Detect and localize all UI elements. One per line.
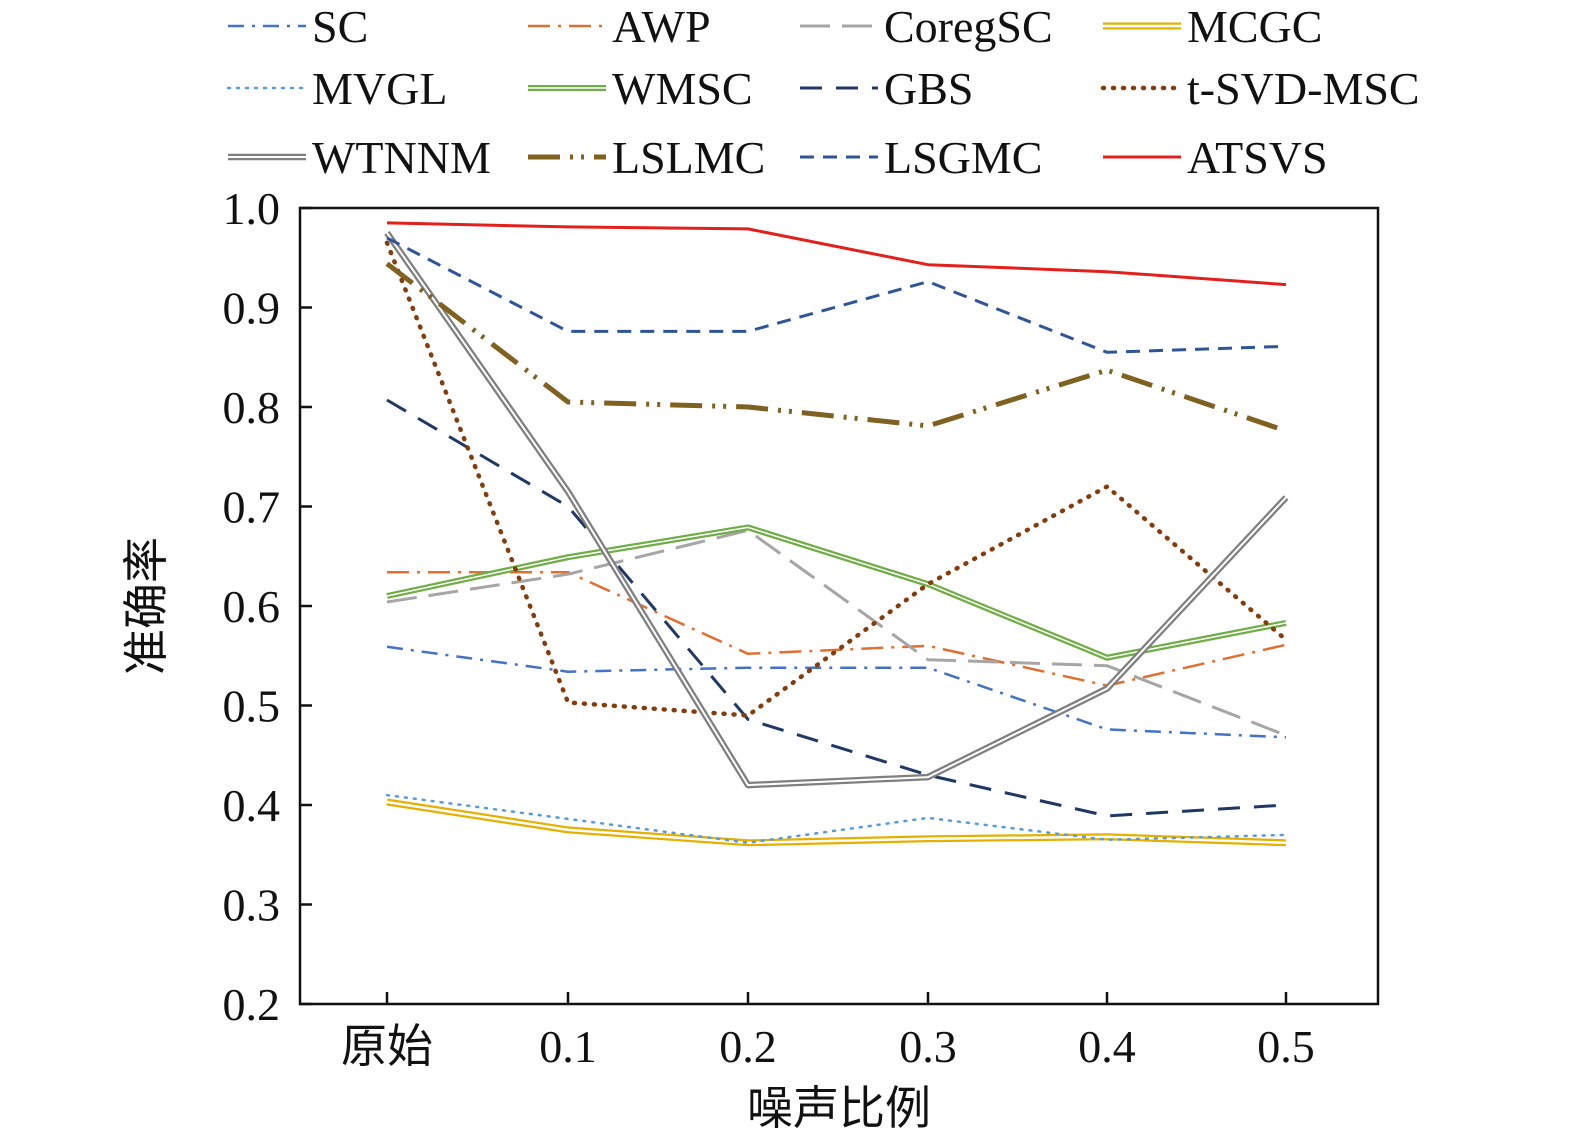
- legend-label: AWP: [612, 1, 711, 52]
- legend-item-lslmc: LSLMC: [528, 132, 765, 183]
- y-tick-label: 0.7: [223, 482, 281, 533]
- legend-item-coregsc: CoregSC: [800, 1, 1053, 52]
- series-line-coregsc: [386, 528, 1287, 737]
- series-line-atsvs-stroke: [386, 221, 1287, 287]
- legend-label: LSGMC: [884, 132, 1042, 183]
- y-tick-label: 0.6: [223, 581, 281, 632]
- legend-item-mvgl: MVGL: [226, 63, 447, 114]
- series-line-awp-stroke: [387, 570, 1287, 687]
- series-line-lslmc: [385, 261, 1287, 434]
- series-line-sc-stroke: [386, 645, 1287, 739]
- plot-area-frame: [298, 206, 1380, 1006]
- series-line-t-svd-msc-stroke: [384, 240, 1289, 718]
- legend-item-awp: AWP: [528, 1, 711, 52]
- x-tick-label: 0.4: [1078, 1021, 1136, 1072]
- series-line-lsgmc: [386, 236, 1287, 354]
- y-tick-label: 0.5: [223, 681, 281, 732]
- legend-label: CoregSC: [884, 1, 1053, 52]
- series-line-gbs-stroke: [386, 398, 1287, 818]
- legend-label: MVGL: [312, 63, 447, 114]
- legend-label: t-SVD-MSC: [1187, 63, 1420, 114]
- legend-label: LSLMC: [612, 132, 765, 183]
- legend-label: ATSVS: [1187, 132, 1328, 183]
- series-line-mvgl-stroke: [385, 793, 1288, 845]
- series-line-atsvs: [386, 221, 1287, 287]
- series-line-wtnnm-inner: [386, 232, 1287, 787]
- legend: SC AWP CoregSC MCGC MVGL WMSC GBS t-SVD-MSC WTNN…: [226, 1, 1420, 183]
- legend-label: SC: [312, 1, 368, 52]
- series-line-coregsc-stroke: [386, 528, 1287, 737]
- legend-label: WTNNM: [312, 132, 491, 183]
- series-line-wmsc-inner: [386, 526, 1287, 659]
- legend-item-t-svd-msc: t-SVD-MSC: [1100, 63, 1420, 114]
- legend-label: MCGC: [1187, 1, 1322, 52]
- series-line-awp: [387, 570, 1287, 687]
- series-line-wtnnm: [384, 231, 1289, 789]
- series-line-t-svd-msc: [384, 240, 1289, 718]
- legend-item-atsvs: ATSVS: [1103, 132, 1328, 183]
- legend-item-wtnnm: WTNNM: [228, 132, 491, 183]
- y-tick-label: 1.0: [223, 183, 281, 234]
- series-line-sc: [386, 645, 1287, 739]
- y-tick-label: 0.4: [223, 780, 281, 831]
- legend-item-gbs: GBS: [800, 63, 973, 114]
- x-tick-label: 0.2: [719, 1021, 777, 1072]
- series-line-lsgmc-stroke: [386, 236, 1287, 354]
- y-tick-label: 0.8: [223, 382, 281, 433]
- x-axis-title: 噪声比例: [747, 1083, 931, 1134]
- legend-label: WMSC: [612, 63, 753, 114]
- legend-item-wmsc: WMSC: [528, 63, 753, 114]
- series-line-wtnnm-outer: [384, 231, 1289, 789]
- y-axis-title: 准确率: [121, 537, 172, 675]
- plot-series: [384, 221, 1289, 847]
- y-tick-label: 0.9: [223, 283, 281, 334]
- legend-item-lsgmc: LSGMC: [800, 132, 1042, 183]
- x-tick-label: 0.5: [1257, 1021, 1315, 1072]
- series-line-wmsc: [386, 524, 1287, 661]
- legend-item-mcgc: MCGC: [1103, 1, 1322, 52]
- y-tick-label: 0.2: [223, 979, 281, 1030]
- legend-item-sc: SC: [228, 1, 368, 52]
- series-line-gbs: [386, 398, 1287, 818]
- axis-ticks: 0.2 0.3 0.4 0.5 0.6 0.7 0.8 0.9 1.0 原始 0.1 0.2 0.3 0.…: [223, 183, 1315, 1072]
- legend-label: GBS: [884, 63, 973, 114]
- series-line-mcgc: [386, 798, 1287, 847]
- x-tick-label: 原始: [341, 1021, 433, 1072]
- x-tick-label: 0.1: [539, 1021, 597, 1072]
- series-line-lslmc-stroke: [385, 261, 1287, 434]
- y-tick-label: 0.3: [223, 880, 281, 931]
- x-tick-label: 0.3: [899, 1021, 957, 1072]
- series-line-mvgl: [385, 793, 1288, 845]
